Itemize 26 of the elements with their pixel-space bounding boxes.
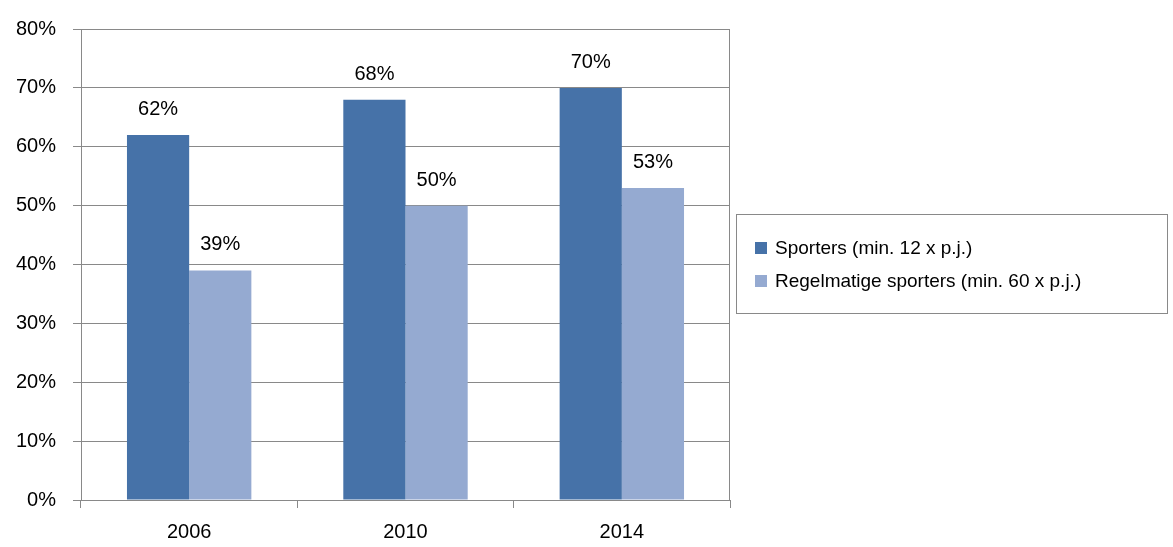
data-label: 53%	[632, 149, 674, 172]
y-tick-label: 60%	[15, 134, 57, 157]
legend-label: Regelmatige sporters (min. 60 x p.j.)	[775, 269, 1082, 292]
y-tick-label: 80%	[15, 16, 57, 39]
bar	[126, 134, 190, 500]
y-tick-label: 70%	[15, 75, 57, 98]
data-label: 68%	[354, 61, 395, 84]
y-tick-label: 50%	[15, 193, 57, 216]
data-label: 62%	[138, 96, 179, 119]
bar	[621, 187, 685, 500]
legend-label: Sporters (min. 12 x p.j.)	[775, 236, 973, 259]
y-tick-label: 30%	[15, 310, 57, 333]
y-tick-label: 10%	[15, 428, 57, 451]
data-label: 70%	[570, 49, 611, 72]
bar	[405, 205, 468, 500]
data-label: 39%	[200, 232, 241, 255]
data-label: 50%	[416, 167, 457, 190]
x-tick-label: 2006	[166, 519, 212, 542]
x-tick-label: 2010	[383, 519, 428, 542]
y-tick-label: 40%	[15, 252, 57, 275]
bar	[343, 99, 406, 500]
bar	[559, 87, 622, 500]
x-tick-label: 2014	[599, 519, 645, 542]
y-tick-label: 0%	[27, 487, 57, 510]
y-tick-label: 20%	[15, 369, 57, 392]
bar	[189, 270, 252, 500]
